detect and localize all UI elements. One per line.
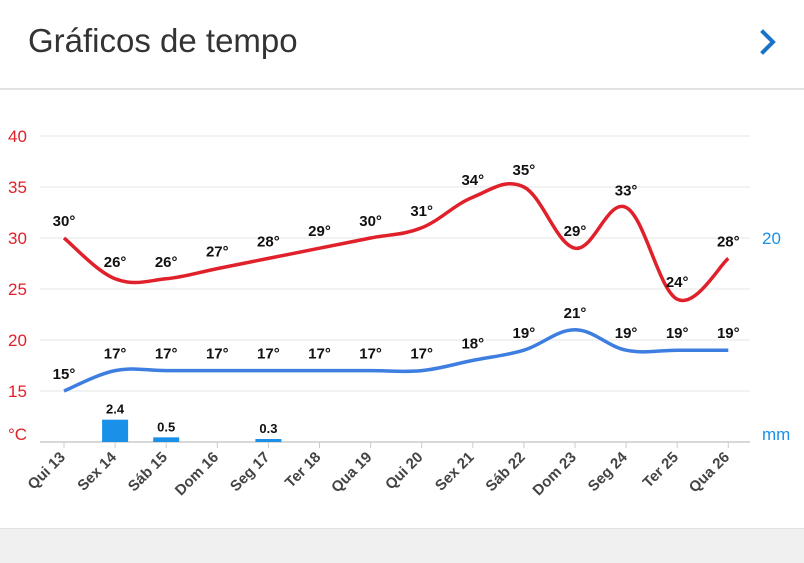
min-temp-label: 17° <box>257 346 280 363</box>
x-tick-label: Dom 23 <box>529 449 579 499</box>
y-tick-label: 35 <box>8 178 27 197</box>
min-temp-label: 17° <box>104 346 127 363</box>
max-temp-line <box>62 181 730 303</box>
min-temp-line <box>63 328 729 393</box>
x-tick-label: Ter 18 <box>282 449 324 491</box>
max-temp-label: 26° <box>104 254 127 271</box>
y-right-tick-label: 20 <box>762 229 781 248</box>
page-title: Gráficos de tempo <box>28 22 298 59</box>
max-temp-label: 26° <box>155 254 178 271</box>
min-temp-label: 17° <box>308 346 331 363</box>
x-tick-label: Qua 19 <box>328 449 375 496</box>
x-tick-label: Qui 13 <box>24 449 68 493</box>
min-temp-label: 19° <box>615 325 638 342</box>
y-tick-label: 20 <box>8 331 27 350</box>
x-tick-label: Sex 14 <box>74 448 120 494</box>
x-tick-label: Sex 21 <box>432 449 478 495</box>
precip-label: 0.3 <box>259 421 277 436</box>
min-temp-label: 17° <box>359 346 382 363</box>
weather-chart: 40 35 30 25 20 15 °C 20 mm Qui 13 Sex 14 Sáb 15 Dom … <box>0 90 804 528</box>
y-tick-label: 15 <box>8 382 27 401</box>
x-tick-label: Qui 20 <box>382 449 426 493</box>
max-temp-label: 30° <box>53 213 76 230</box>
y-axis-right-unit: mm <box>762 425 790 444</box>
min-temp-label: 18° <box>461 335 484 352</box>
y-tick-label: 40 <box>8 127 27 146</box>
y-axis-left-unit: °C <box>8 425 27 444</box>
max-temp-label: 35° <box>513 162 536 179</box>
y-tick-label: 30 <box>8 229 27 248</box>
min-temp-label: 21° <box>564 305 587 322</box>
x-tick-label: Seg 17 <box>227 449 273 495</box>
max-temp-label: 34° <box>461 172 484 189</box>
max-temp-label: 24° <box>666 274 689 291</box>
max-temp-label: 30° <box>359 213 382 230</box>
min-temp-label: 19° <box>513 325 536 342</box>
min-temp-label: 15° <box>53 366 76 383</box>
max-temp-label: 28° <box>257 233 280 250</box>
min-temp-label: 17° <box>206 346 229 363</box>
chevron-right-icon[interactable] <box>756 27 780 57</box>
x-tick-label: Qua 26 <box>686 449 733 496</box>
x-tick-label: Sáb 22 <box>483 449 529 495</box>
min-temp-label: 17° <box>155 346 178 363</box>
x-tick-label: Seg 24 <box>585 448 632 495</box>
precip-label: 0.5 <box>157 419 175 434</box>
precip-bar <box>255 439 282 442</box>
precip-bar <box>102 419 129 442</box>
x-tick-label: Sáb 15 <box>125 449 171 495</box>
max-temp-label: 29° <box>308 223 331 240</box>
max-temp-label: 33° <box>615 182 638 199</box>
x-tick-label: Ter 25 <box>640 449 682 491</box>
header-bar: Gráficos de tempo <box>0 0 804 90</box>
footer-area <box>0 528 804 563</box>
min-temp-label: 19° <box>666 325 689 342</box>
x-tick-label: Dom 16 <box>172 449 222 499</box>
max-temp-label: 29° <box>564 223 587 240</box>
max-temp-label: 31° <box>410 203 433 220</box>
min-temp-label: 19° <box>717 325 740 342</box>
max-temp-label: 28° <box>717 233 740 250</box>
precip-label: 2.4 <box>106 402 125 417</box>
min-temp-label: 17° <box>410 346 433 363</box>
max-temp-label: 27° <box>206 244 229 261</box>
precip-bar <box>153 437 180 442</box>
y-tick-label: 25 <box>8 280 27 299</box>
